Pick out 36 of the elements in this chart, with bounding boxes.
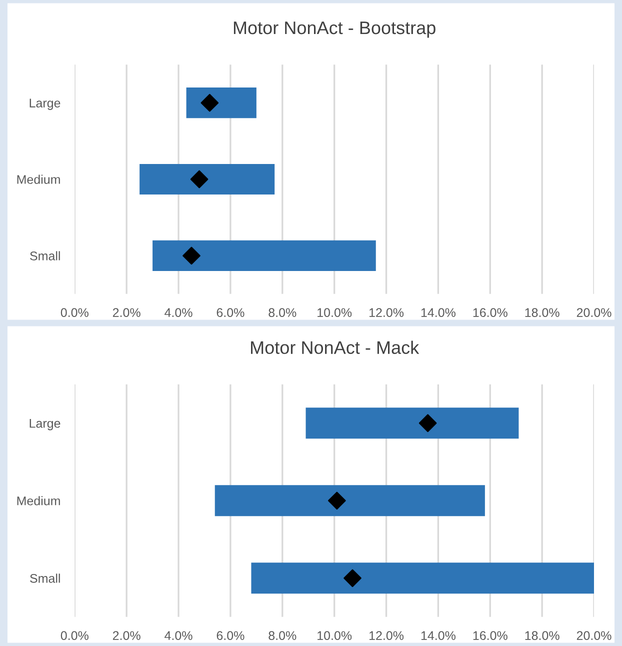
x-tick-label: 2.0% xyxy=(112,631,140,640)
y-tick-label: Medium xyxy=(17,174,60,184)
x-tick-label: 14.0% xyxy=(421,631,456,640)
x-tick-label: 0.0% xyxy=(60,631,88,640)
x-tick-label: 10.0% xyxy=(318,308,352,317)
bar xyxy=(251,562,594,594)
y-tick-label: Large xyxy=(30,419,60,430)
x-tick-label: 18.0% xyxy=(525,308,560,317)
y-tick-label: Small xyxy=(30,251,60,260)
x-tick-label: 18.0% xyxy=(525,631,560,640)
y-tick-label: Small xyxy=(30,574,60,583)
x-tick-label: 8.0% xyxy=(268,308,296,317)
x-tick-label: 16.0% xyxy=(473,308,508,317)
x-tick-label: 4.0% xyxy=(164,631,192,640)
x-tick-label: 2.0% xyxy=(112,308,140,317)
x-tick-label: 8.0% xyxy=(268,631,296,640)
x-tick-label: 10.0% xyxy=(318,631,352,640)
x-tick-label: 20.0% xyxy=(576,308,612,317)
bar xyxy=(140,164,275,195)
x-tick-label: 12.0% xyxy=(369,631,404,640)
x-tick-label: 12.0% xyxy=(369,308,404,317)
x-tick-label: 4.0% xyxy=(164,308,192,317)
chart-title: Motor NonAct - Mack xyxy=(251,340,420,354)
bar xyxy=(152,240,376,271)
x-tick-label: 0.0% xyxy=(60,308,88,317)
x-tick-label: 6.0% xyxy=(216,308,244,317)
y-tick-label: Large xyxy=(30,98,60,110)
bar xyxy=(306,408,519,439)
x-tick-label: 16.0% xyxy=(473,631,508,640)
x-tick-label: 20.0% xyxy=(576,631,612,640)
x-tick-label: 14.0% xyxy=(421,308,456,317)
bar xyxy=(186,88,256,118)
x-tick-label: 6.0% xyxy=(216,631,244,640)
y-tick-label: Medium xyxy=(17,496,60,506)
bar xyxy=(214,485,485,516)
chart-title: Motor NonAct - Bootstrap xyxy=(234,22,436,38)
